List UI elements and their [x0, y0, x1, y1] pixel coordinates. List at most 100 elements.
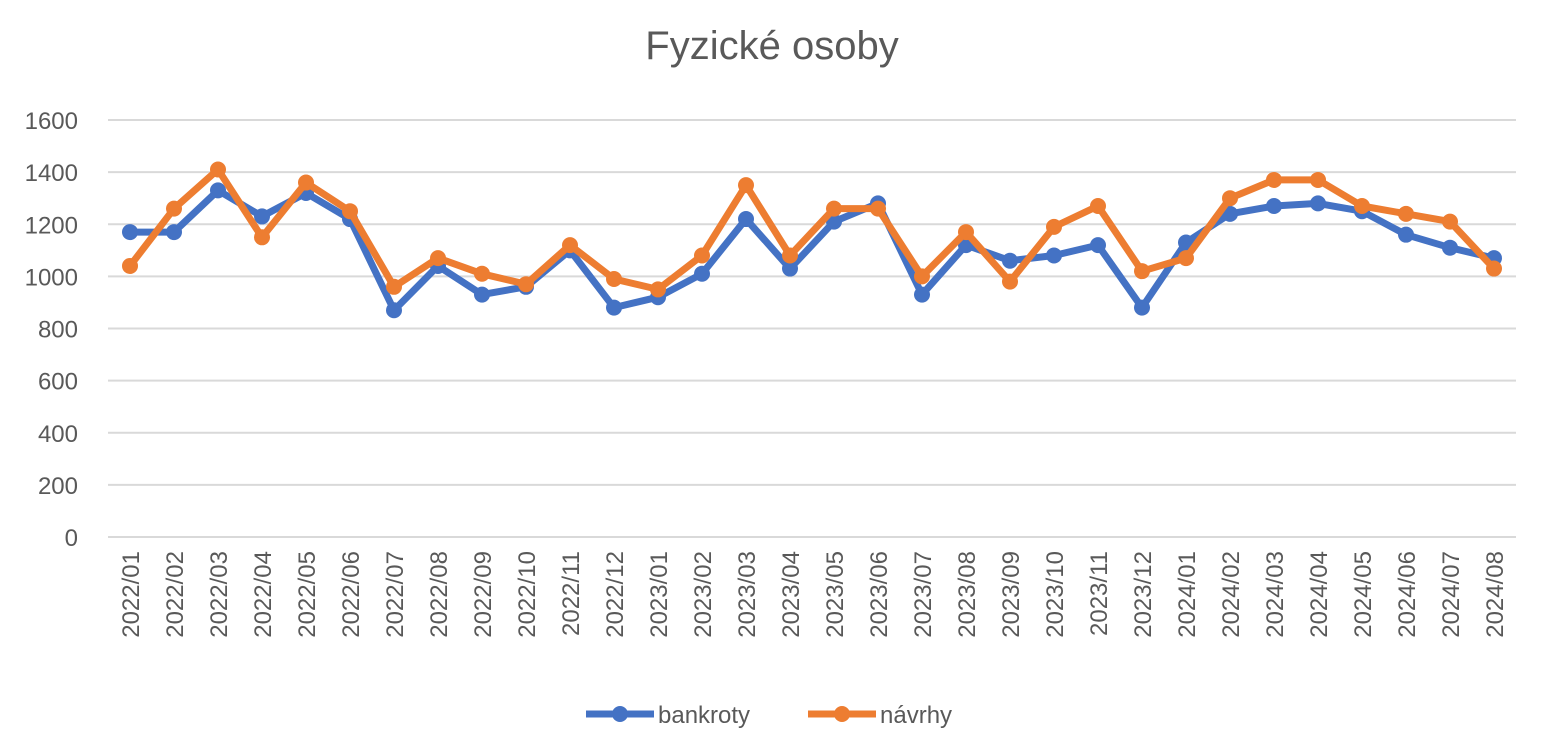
- x-tick-label: 2023/04: [778, 551, 805, 638]
- x-tick-label: 2022/12: [602, 551, 629, 638]
- x-tick-label: 2023/01: [646, 551, 673, 638]
- legend-item: bankroty: [586, 702, 750, 729]
- data-point: [254, 229, 270, 246]
- data-point: [1310, 171, 1326, 188]
- legend-marker: [834, 706, 850, 722]
- data-point: [298, 174, 314, 191]
- data-point: [1002, 273, 1018, 290]
- data-point: [870, 200, 886, 217]
- legend-item: návrhy: [808, 702, 952, 729]
- data-point: [606, 299, 622, 316]
- data-point: [474, 265, 490, 282]
- x-tick-label: 2024/01: [1174, 551, 1201, 638]
- data-point: [738, 177, 754, 194]
- data-point: [1002, 252, 1018, 269]
- x-tick-label: 2023/11: [1086, 551, 1113, 636]
- series-návrhy: [122, 161, 1502, 298]
- data-point: [694, 265, 710, 282]
- data-point: [210, 161, 226, 178]
- y-tick-label: 200: [38, 473, 78, 500]
- data-point: [1178, 234, 1194, 251]
- y-axis-tick-labels: 0 200 400 600 800 1000 1200 1400 1600: [25, 108, 78, 552]
- x-tick-label: 2024/03: [1262, 551, 1289, 638]
- data-point: [738, 211, 754, 228]
- x-tick-label: 2022/02: [162, 551, 189, 638]
- y-tick-label: 0: [65, 525, 78, 552]
- y-tick-label: 400: [38, 421, 78, 448]
- data-point: [650, 281, 666, 298]
- x-tick-label: 2023/03: [734, 551, 761, 638]
- data-point: [1090, 237, 1106, 254]
- data-point: [1442, 213, 1458, 230]
- data-point: [782, 247, 798, 264]
- y-tick-label: 1400: [25, 160, 78, 187]
- data-point: [1090, 198, 1106, 215]
- data-point: [386, 278, 402, 295]
- data-point: [386, 302, 402, 319]
- data-point: [1134, 299, 1150, 316]
- gridlines: [108, 119, 1516, 538]
- data-point: [1178, 250, 1194, 267]
- x-tick-label: 2022/10: [514, 551, 541, 638]
- series-group: [122, 161, 1502, 319]
- data-point: [1354, 198, 1370, 215]
- y-tick-label: 1000: [25, 264, 78, 291]
- data-point: [782, 260, 798, 277]
- y-tick-label: 600: [38, 369, 78, 396]
- data-point: [914, 268, 930, 285]
- data-point: [1442, 239, 1458, 256]
- data-point: [122, 257, 138, 274]
- x-axis-tick-labels: 2022/01 2022/02 2022/03 2022/04 2022/05 2022/…: [118, 551, 1509, 638]
- x-tick-label: 2023/07: [910, 551, 937, 638]
- data-point: [562, 237, 578, 254]
- data-point: [1266, 171, 1282, 188]
- series-line: [126, 166, 1498, 293]
- series-line: [126, 186, 1498, 314]
- data-point: [1134, 263, 1150, 280]
- legend-label: návrhy: [880, 702, 952, 729]
- chart-title: Fyzické osoby: [645, 24, 899, 68]
- x-tick-label: 2022/03: [206, 551, 233, 638]
- data-point: [1222, 190, 1238, 207]
- x-tick-label: 2023/10: [1042, 551, 1069, 638]
- data-point: [606, 270, 622, 287]
- x-tick-label: 2022/08: [426, 551, 453, 638]
- x-tick-label: 2022/09: [470, 551, 497, 638]
- x-tick-label: 2023/08: [954, 551, 981, 638]
- x-tick-label: 2022/05: [294, 551, 321, 638]
- legend: bankroty návrhy: [586, 702, 952, 729]
- x-tick-label: 2024/04: [1306, 551, 1333, 638]
- y-tick-label: 1200: [25, 212, 78, 239]
- x-tick-label: 2022/01: [118, 551, 145, 638]
- x-tick-label: 2023/09: [998, 551, 1025, 638]
- data-point: [914, 286, 930, 303]
- y-tick-label: 800: [38, 317, 78, 344]
- data-point: [166, 224, 182, 241]
- x-tick-label: 2024/06: [1394, 551, 1421, 638]
- data-point: [342, 203, 358, 220]
- legend-marker: [612, 706, 628, 722]
- x-tick-label: 2022/04: [250, 551, 277, 638]
- data-point: [1398, 205, 1414, 222]
- x-tick-label: 2024/05: [1350, 551, 1377, 638]
- data-point: [474, 286, 490, 303]
- x-tick-label: 2023/02: [690, 551, 717, 638]
- series-bankroty: [122, 182, 1502, 319]
- data-point: [518, 276, 534, 293]
- y-tick-label: 1600: [25, 108, 78, 135]
- legend-label: bankroty: [658, 702, 750, 729]
- data-point: [254, 208, 270, 225]
- x-tick-label: 2023/12: [1130, 551, 1157, 638]
- data-point: [1266, 198, 1282, 215]
- data-point: [1222, 205, 1238, 222]
- data-point: [430, 250, 446, 267]
- x-tick-label: 2023/06: [866, 551, 893, 638]
- x-tick-label: 2022/06: [338, 551, 365, 638]
- x-tick-label: 2024/08: [1482, 551, 1509, 638]
- data-point: [826, 200, 842, 217]
- data-point: [694, 247, 710, 264]
- data-point: [1046, 218, 1062, 235]
- x-tick-label: 2024/07: [1438, 551, 1465, 638]
- x-tick-label: 2024/02: [1218, 551, 1245, 638]
